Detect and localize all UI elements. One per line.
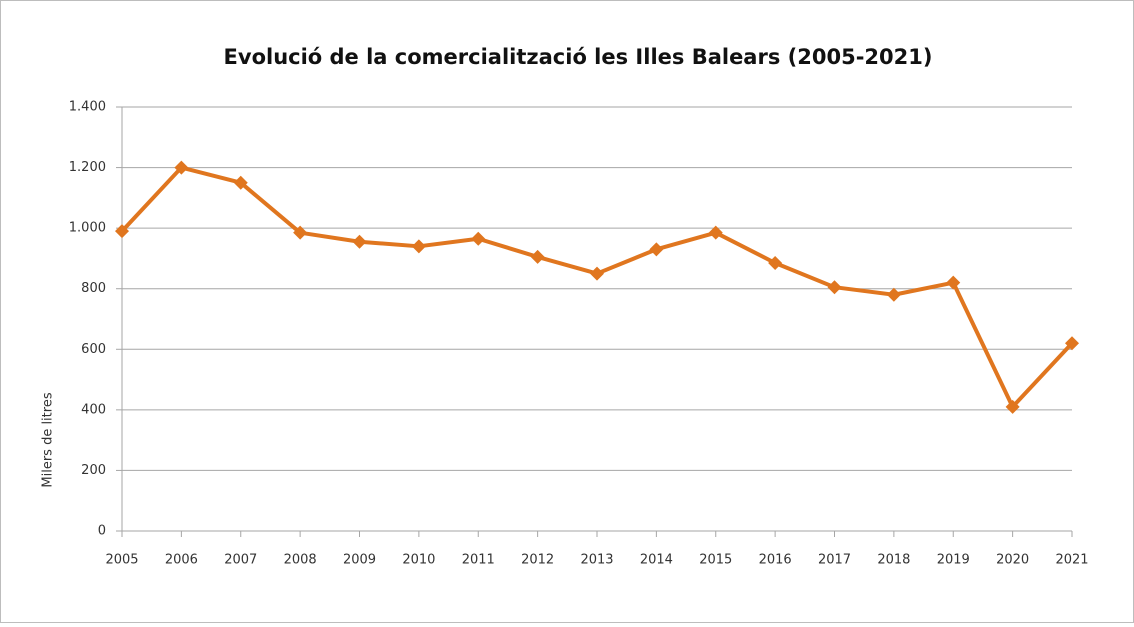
y-tick-label: 800 <box>81 281 106 296</box>
marker <box>886 287 901 302</box>
x-tick-label: 2021 <box>1055 553 1088 568</box>
marker <box>530 249 545 264</box>
y-axis-label: Milers de litres <box>41 392 56 487</box>
x-tick-label: 2011 <box>462 553 495 568</box>
x-tick-label: 2008 <box>284 553 317 568</box>
y-tick-label: 200 <box>81 463 106 478</box>
x-tick-label: 2020 <box>996 553 1029 568</box>
x-tick-label: 2006 <box>165 553 198 568</box>
marker <box>768 255 783 270</box>
x-tick-label: 2015 <box>699 553 732 568</box>
marker <box>1005 399 1020 414</box>
marker <box>827 280 842 295</box>
marker <box>411 239 426 254</box>
x-tick-label: 2005 <box>105 553 138 568</box>
x-tick-label: 2013 <box>580 553 613 568</box>
x-tick-label: 2010 <box>402 553 435 568</box>
y-tick-label: 1.200 <box>69 160 106 175</box>
y-tick-label: 400 <box>81 402 106 417</box>
marker <box>352 234 367 249</box>
marker <box>708 225 723 240</box>
x-tick-label: 2009 <box>343 553 376 568</box>
x-tick-label: 2007 <box>224 553 257 568</box>
x-tick-label: 2017 <box>818 553 851 568</box>
marker <box>946 275 961 290</box>
x-tick-label: 2014 <box>640 553 673 568</box>
marker <box>1065 336 1079 351</box>
marker <box>471 231 486 246</box>
marker <box>115 224 129 239</box>
marker <box>590 266 604 281</box>
marker <box>293 225 308 240</box>
x-tick-label: 2019 <box>937 553 970 568</box>
y-tick-label: 600 <box>81 342 106 357</box>
chart-title: Evolució de la comercialització les Ille… <box>224 45 933 69</box>
x-tick-label: 2018 <box>877 553 910 568</box>
marker <box>174 160 189 175</box>
y-tick-label: 1.400 <box>69 100 106 115</box>
y-tick-label: 0 <box>98 524 106 539</box>
marker <box>233 175 248 190</box>
y-tick-label: 1.000 <box>69 221 106 236</box>
x-tick-label: 2012 <box>521 553 554 568</box>
x-tick-label: 2016 <box>759 553 792 568</box>
marker <box>649 242 664 257</box>
